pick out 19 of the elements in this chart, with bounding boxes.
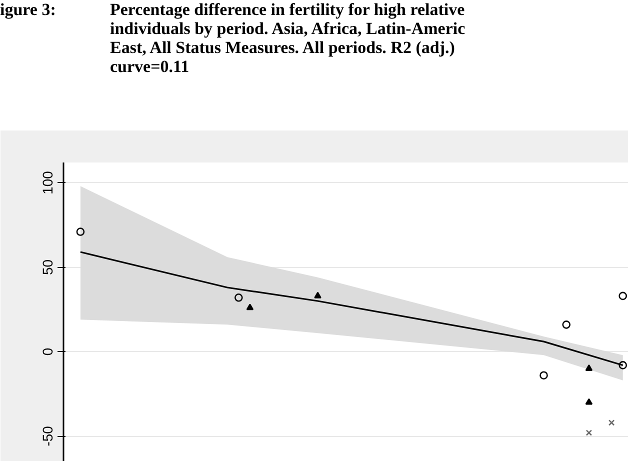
y-tick-label: 100 — [40, 170, 56, 194]
point — [76, 228, 85, 236]
point — [246, 304, 254, 310]
y-tick-label: -50 — [40, 426, 56, 446]
point — [234, 294, 243, 302]
y-tick-label: 50 — [40, 259, 56, 276]
point — [585, 398, 593, 405]
chart-title: igure 3: — [0, 0, 56, 19]
chart-subtitle: Percentage difference in fertility for high relative individuals by period. Asia, Africa, Latin-Americ East, All Status Measures. All periods. R2 (adj.) curve=0.11 — [110, 0, 466, 76]
point — [540, 371, 548, 380]
point — [314, 292, 322, 298]
point — [585, 364, 593, 371]
point — [618, 361, 627, 370]
point — [618, 292, 627, 300]
point — [586, 430, 592, 436]
point — [562, 320, 570, 329]
line-series — [80, 251, 624, 366]
y-tick-label: 0 — [40, 348, 56, 356]
point — [608, 420, 615, 426]
